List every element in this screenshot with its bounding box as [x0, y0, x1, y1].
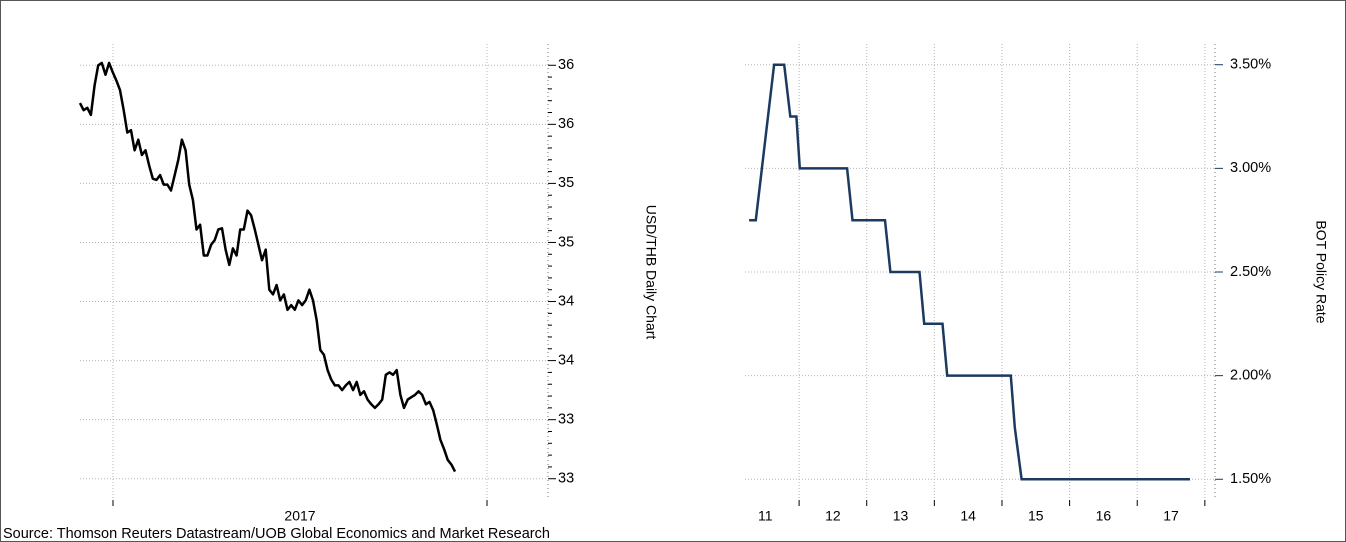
- price-line: [78, 61, 457, 473]
- y-tick-label: 1.50%: [1230, 471, 1271, 487]
- y-tick-label: 33: [558, 411, 574, 427]
- y-axis-label: BOT Policy Rate: [1313, 220, 1329, 323]
- rate-line: [749, 63, 1190, 481]
- y-tick-label: 36: [558, 57, 574, 73]
- y-tick-label: 36: [558, 116, 574, 132]
- x-tick-label: 11: [758, 508, 773, 524]
- x-period-label: 2017: [284, 508, 315, 524]
- y-tick-label: 3.50%: [1230, 57, 1271, 73]
- source-note: Source: Thomson Reuters Datastream/UOB G…: [3, 526, 550, 542]
- y-axis-label: USD/THB Daily Chart: [643, 205, 659, 340]
- y-tick-label: 2.50%: [1230, 264, 1271, 280]
- y-tick-label: 3.00%: [1230, 160, 1271, 176]
- x-tick-label: 12: [825, 508, 841, 524]
- y-tick-label: 33: [558, 471, 574, 487]
- y-tick-label: 35: [558, 175, 574, 191]
- x-tick-label: 16: [1096, 508, 1112, 524]
- x-tick-label: 15: [1028, 508, 1044, 524]
- y-tick-label: 35: [558, 234, 574, 250]
- y-tick-label: 34: [558, 352, 574, 368]
- x-tick-label: 13: [893, 508, 909, 524]
- x-tick-label: 17: [1163, 508, 1179, 524]
- y-tick-label: 34: [558, 293, 574, 309]
- y-tick-label: 2.00%: [1230, 367, 1271, 383]
- x-tick-label: 14: [960, 508, 976, 524]
